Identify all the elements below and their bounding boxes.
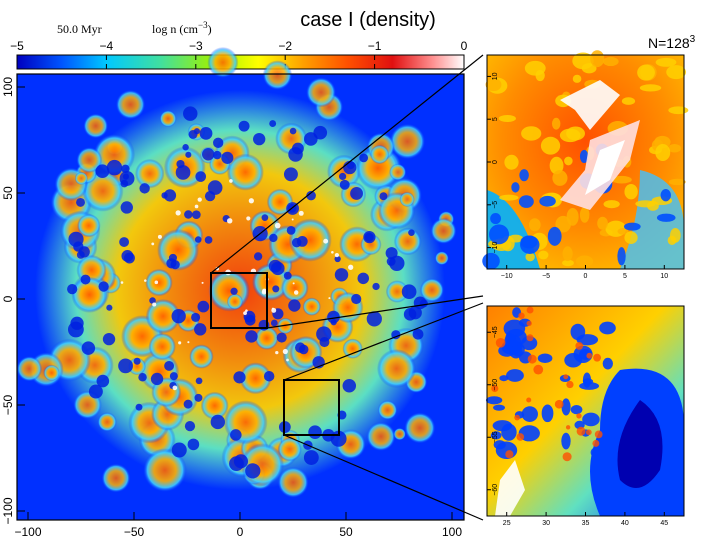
main-x-tick-label: −50 <box>124 525 145 539</box>
zoom-line-bottom-a <box>283 302 484 381</box>
quantity-label: log n (cm−3) <box>152 20 212 36</box>
main-x-ticks: −100 −50 0 50 100 <box>14 512 462 539</box>
zoom-box-bottom <box>283 379 340 436</box>
inset-top-x-tick-label: −5 <box>542 273 550 280</box>
inset-top-x-tick-label: 0 <box>584 273 588 280</box>
time-label: 50.0 Myr <box>57 22 102 36</box>
main-y-tick-label: 50 <box>1 186 15 200</box>
main-y-ticks: 100 50 0 −50 −100 <box>1 77 25 525</box>
resolution-label-exponent: 3 <box>690 34 696 45</box>
main-panel: −100 −50 0 50 100 100 50 0 −50 −100 <box>1 46 465 539</box>
inset-bottom-y-tick-label: −45 <box>492 326 499 338</box>
colorbar-tick-label: 0 <box>461 39 468 53</box>
colorbar-tick-label: −5 <box>10 39 24 53</box>
colorbar <box>16 54 465 70</box>
inset-bottom-x-tick-label: 45 <box>660 520 668 527</box>
inset-top-y-ticks: 10 5 0 −5 −10 <box>487 72 499 254</box>
inset-top: −10 −5 0 5 10 10 5 0 −5 −10 <box>482 50 689 280</box>
figure-title: case I (density) <box>300 9 436 31</box>
inset-bottom-y-tick-label: −60 <box>492 484 499 496</box>
inset-top-y-tick-label: −10 <box>492 242 499 254</box>
inset-top-structure <box>482 50 689 270</box>
main-y-tick-label: −50 <box>1 394 15 415</box>
inset-bottom-x-ticks: 25 30 35 40 45 <box>503 512 668 527</box>
colorbar-tick-label: −1 <box>368 39 382 53</box>
zoom-box-top <box>210 272 268 329</box>
quantity-label-exponent: −3 <box>198 20 208 30</box>
quantity-label-close: ) <box>208 22 212 36</box>
inset-bottom-x-tick-label: 40 <box>621 520 629 527</box>
inset-bottom-x-tick-label: 30 <box>542 520 550 527</box>
quantity-label-text: log n (cm <box>152 22 199 36</box>
inset-bottom-y-tick-label: −50 <box>492 379 499 391</box>
main-x-tick-label: 50 <box>339 525 353 539</box>
inset-bottom: 25 30 35 40 45 −45 −50 −55 −60 <box>485 305 685 527</box>
main-y-tick-label: −100 <box>1 497 15 524</box>
inset-top-x-tick-label: 5 <box>623 273 627 280</box>
zoom-line-top-b <box>266 295 484 329</box>
inset-top-y-tick-label: 5 <box>492 117 499 121</box>
resolution-label: N=1283 <box>648 34 696 51</box>
inset-top-y-tick-label: −5 <box>492 201 499 209</box>
density-structure <box>16 46 457 498</box>
colorbar-tick-label: −3 <box>189 39 203 53</box>
inset-top-x-tick-label: −10 <box>501 273 513 280</box>
inset-top-x-ticks: −10 −5 0 5 10 <box>501 265 668 280</box>
main-x-tick-label: 0 <box>237 525 244 539</box>
inset-bottom-x-tick-label: 25 <box>503 520 511 527</box>
inset-top-x-tick-label: 10 <box>660 273 668 280</box>
colorbar-tick-label: −2 <box>278 39 292 53</box>
inset-bottom-structure <box>485 306 684 516</box>
main-y-tick-label: 100 <box>1 77 15 97</box>
main-x-tick-label: 100 <box>442 525 462 539</box>
inset-bottom-y-tick-label: −55 <box>492 431 499 443</box>
main-x-tick-label: −100 <box>14 525 41 539</box>
resolution-label-text: N=128 <box>648 35 690 51</box>
inset-top-y-tick-label: 0 <box>492 160 499 164</box>
zoom-line-top-a <box>210 54 484 274</box>
inset-bottom-x-tick-label: 35 <box>582 520 590 527</box>
zoom-line-bottom-b <box>283 434 484 521</box>
main-y-tick-label: 0 <box>1 295 15 302</box>
inset-top-y-tick-label: 10 <box>492 72 499 80</box>
inset-bottom-y-ticks: −45 −50 −55 −60 <box>487 326 499 496</box>
colorbar-tick-label: −4 <box>100 39 114 53</box>
